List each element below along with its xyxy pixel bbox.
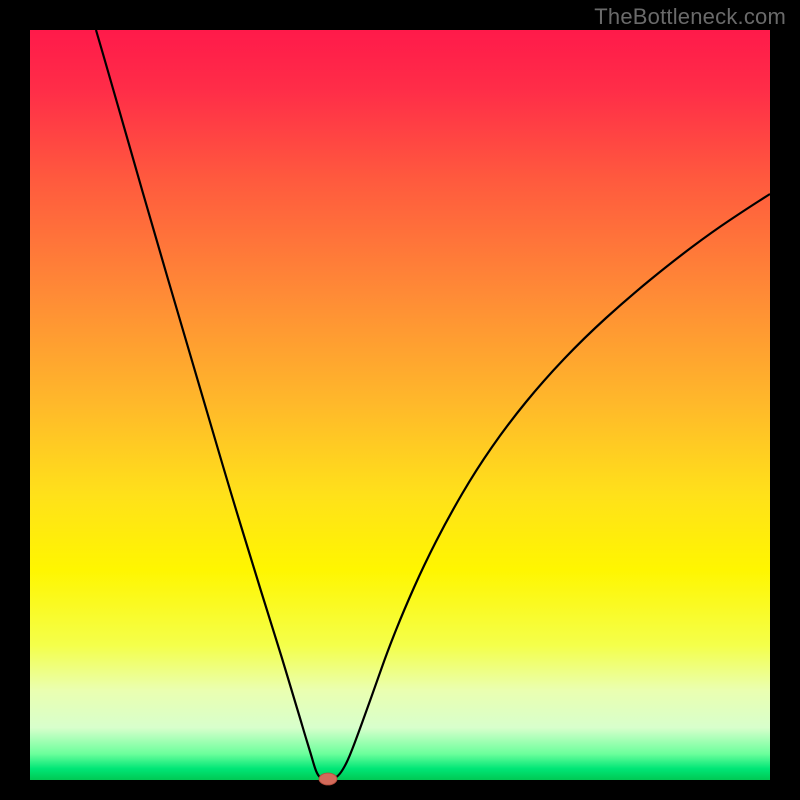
plot-area	[30, 30, 770, 780]
chart-container: TheBottleneck.com	[0, 0, 800, 800]
bottleneck-chart	[0, 0, 800, 800]
optimal-marker	[319, 773, 337, 785]
watermark-text: TheBottleneck.com	[594, 4, 786, 30]
